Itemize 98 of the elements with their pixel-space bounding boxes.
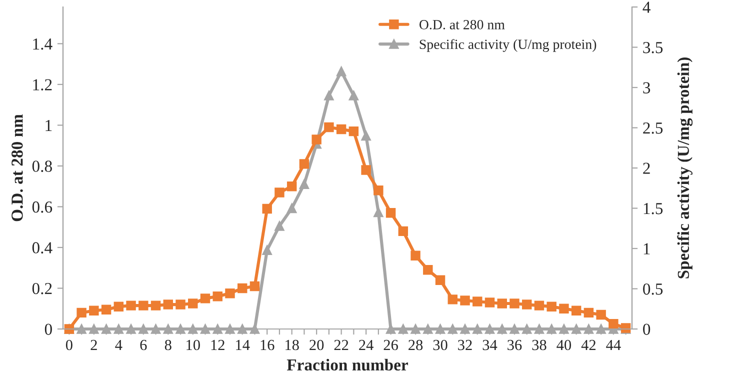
x-tick-label: 44 <box>606 340 621 350</box>
point <box>286 181 297 192</box>
x-tick-label: 42 <box>581 340 596 350</box>
y2-tick-label: 1 <box>644 243 650 254</box>
point <box>596 310 606 320</box>
point <box>262 204 272 214</box>
x-tick-label: 34 <box>482 340 498 350</box>
point <box>534 300 544 310</box>
point <box>150 300 161 310</box>
point <box>299 159 310 169</box>
point <box>510 298 520 308</box>
x-tick-label: 12 <box>211 340 224 350</box>
y2-tick-label: 2.5 <box>643 122 663 134</box>
y-tick-label: 0.4 <box>32 242 52 254</box>
point <box>237 283 248 294</box>
x-tick-label: 4 <box>115 340 122 350</box>
x-tick-label: 22 <box>334 340 348 350</box>
point <box>274 221 284 231</box>
point <box>348 90 359 100</box>
x-tick-label: 36 <box>508 340 522 350</box>
point <box>374 207 384 218</box>
point <box>225 288 235 298</box>
x-axis-title: Fraction number <box>286 358 408 371</box>
y-tick-label: 1.4 <box>33 38 52 50</box>
x-tick-label: 30 <box>433 340 448 350</box>
x-tick-label: 0 <box>66 340 72 350</box>
x-tick-label: 40 <box>556 340 572 350</box>
point <box>497 298 507 308</box>
x-tick-label: 38 <box>532 340 546 350</box>
point <box>571 306 582 316</box>
point <box>484 298 495 308</box>
y2-tick-label: 4 <box>642 2 650 13</box>
y2-axis-title: Specific activity (U/mg protein) <box>677 58 693 278</box>
point <box>286 203 297 214</box>
y2-tick-label: 1.5 <box>644 203 663 214</box>
point <box>324 90 334 100</box>
point <box>546 302 556 312</box>
point <box>423 265 433 275</box>
legend-label: Specific activity (U/mg protein) <box>420 39 596 52</box>
point <box>114 302 124 312</box>
point <box>212 292 222 302</box>
point <box>361 165 371 175</box>
point <box>336 66 346 76</box>
point <box>374 186 384 196</box>
y2-tick-label: 0 <box>643 324 650 335</box>
x-tick-label: 16 <box>260 340 274 350</box>
y2-tick-label: 3 <box>643 82 650 94</box>
x-tick-label: 20 <box>310 340 324 350</box>
point <box>608 319 618 329</box>
point <box>299 179 310 189</box>
point <box>274 188 284 198</box>
point <box>200 294 210 304</box>
point <box>262 245 272 255</box>
point <box>448 294 458 304</box>
point <box>138 300 148 310</box>
point <box>126 300 136 310</box>
point <box>76 308 86 318</box>
y2-tick-label: 2 <box>643 162 650 174</box>
x-tick-label: 26 <box>384 340 398 350</box>
point <box>176 300 186 310</box>
point <box>460 296 470 306</box>
point <box>559 304 569 314</box>
y-tick-label: 0.6 <box>32 201 52 213</box>
y2-tick-label: 3.5 <box>643 42 663 54</box>
point <box>472 296 482 306</box>
x-tick-label: 8 <box>164 340 172 350</box>
point <box>336 124 346 134</box>
point <box>101 304 112 314</box>
point <box>250 281 260 292</box>
point <box>89 306 99 316</box>
point <box>410 250 420 260</box>
y-tick-label: 0.8 <box>32 160 52 172</box>
point <box>584 308 594 318</box>
y-tick-label: 0 <box>44 324 52 335</box>
x-tick-label: 32 <box>458 340 472 350</box>
point <box>348 126 359 136</box>
y-tick-label: 0.2 <box>32 282 52 294</box>
x-tick-label: 10 <box>186 340 200 350</box>
x-tick-label: 14 <box>236 340 250 350</box>
point <box>386 208 396 218</box>
y2-tick-label: 0.5 <box>643 283 663 295</box>
point <box>163 300 174 310</box>
x-tick-label: 2 <box>90 340 97 350</box>
point <box>188 298 198 308</box>
x-tick-label: 6 <box>140 340 147 350</box>
x-tick-label: 28 <box>408 340 423 350</box>
point <box>522 300 532 310</box>
point <box>435 275 446 285</box>
point <box>361 130 371 141</box>
y-axis-title: O.D. at 280 nm <box>12 114 23 222</box>
point <box>312 134 322 144</box>
y-tick-label: 1 <box>46 120 52 131</box>
legend-label: O.D. at 280 nm <box>420 20 505 30</box>
x-tick-label: 18 <box>286 340 299 350</box>
y-tick-label: 1.2 <box>33 79 52 90</box>
point <box>398 226 408 236</box>
x-tick-label: 24 <box>359 340 374 350</box>
point <box>324 122 334 132</box>
